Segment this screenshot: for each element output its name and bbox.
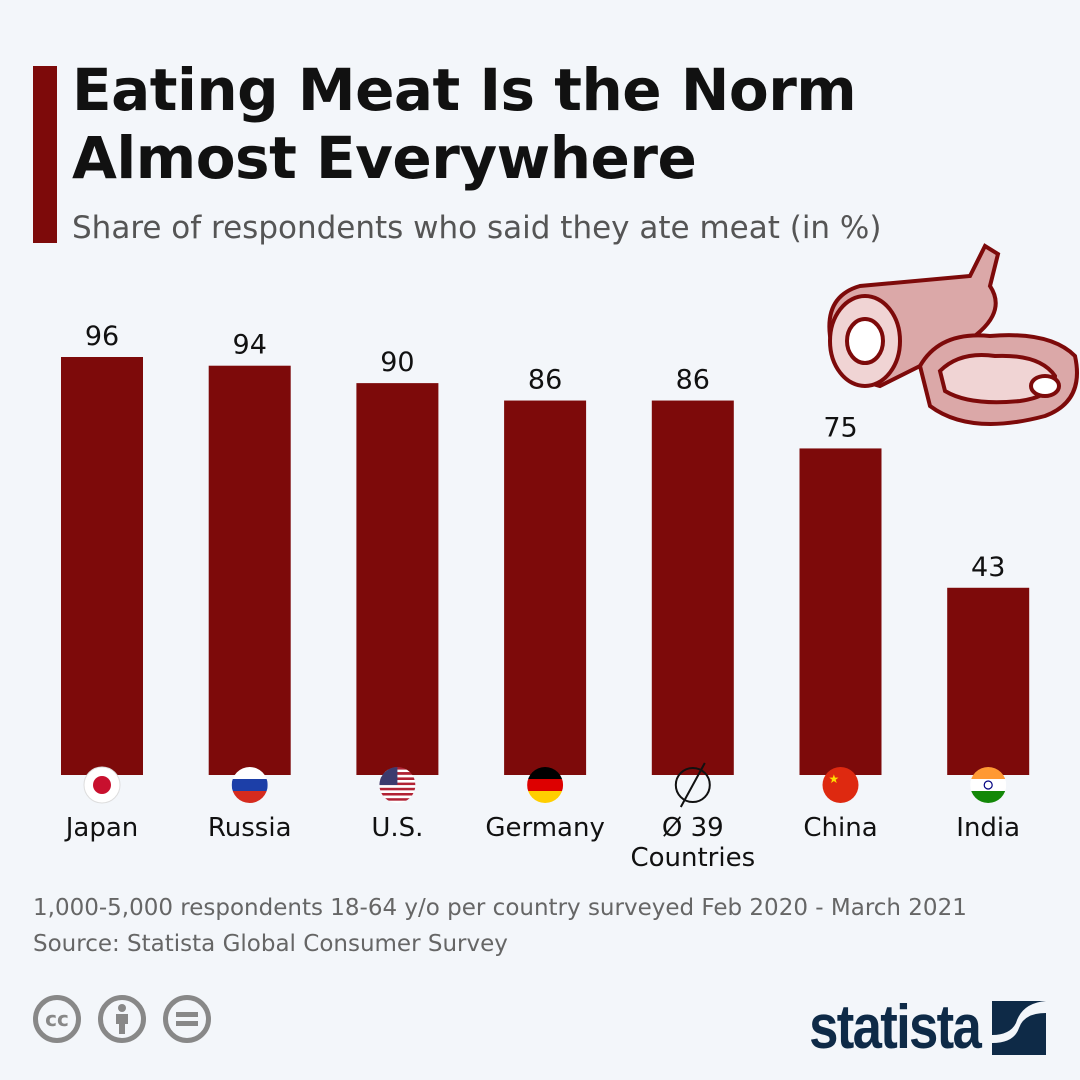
category-label: Ø 39 (662, 813, 724, 843)
bar (208, 365, 291, 775)
bar (947, 587, 1030, 775)
brand-name: statista (809, 993, 982, 1062)
india-flag-icon (970, 767, 1007, 803)
no-derivatives-icon[interactable] (163, 995, 211, 1043)
source-note: Source: Statista Global Consumer Survey (33, 931, 508, 957)
category-label: China (803, 813, 877, 843)
svg-text:★: ★ (829, 772, 840, 786)
creative-commons-icon[interactable]: cc (33, 995, 81, 1043)
china-flag-icon: ★ (822, 767, 859, 803)
equals-icon (176, 1012, 198, 1026)
category-label: Russia (208, 813, 292, 843)
subtitle: Share of respondents who said they ate m… (72, 210, 882, 246)
average-symbol-icon (674, 762, 711, 808)
bar (504, 400, 587, 775)
cc-label: cc (45, 1007, 69, 1031)
statista-logo-icon (992, 1000, 1046, 1055)
survey-note: 1,000-5,000 respondents 18-64 y/o per co… (33, 895, 967, 921)
bar (799, 448, 882, 775)
category-label: U.S. (371, 813, 423, 843)
data-label: 96 (85, 321, 119, 352)
meat-illustration-icon (827, 243, 1079, 426)
bar (356, 383, 439, 775)
statista-logo[interactable]: statista (779, 992, 1046, 1063)
usa-flag-icon (379, 767, 416, 803)
data-label: 86 (528, 365, 562, 396)
data-label: 94 (233, 330, 267, 361)
data-label: 75 (823, 412, 857, 443)
title-line-1: Eating Meat Is the Norm (72, 56, 857, 124)
category-label: Germany (485, 813, 605, 843)
bar (61, 357, 143, 775)
category-label: India (956, 813, 1020, 843)
title-line-2: Almost Everywhere (72, 124, 697, 192)
data-label: 90 (380, 347, 414, 378)
attribution-icon[interactable] (98, 995, 146, 1043)
bar (651, 400, 734, 775)
data-label: 86 (676, 365, 710, 396)
data-label: 43 (971, 552, 1005, 583)
germany-flag-icon (527, 767, 564, 803)
category-label: Countries (630, 843, 755, 873)
title-accent-bar (33, 66, 57, 243)
person-icon (116, 1004, 128, 1034)
bar-chart: 96 Japan 94 Russia 90 U.S. 86 Germany 86 Ø 39Coun… (61, 321, 1030, 873)
russia-flag-icon (231, 767, 268, 803)
category-label: Japan (64, 813, 139, 843)
page-title: Eating Meat Is the Norm Almost Everywher… (72, 56, 857, 192)
japan-flag-icon (83, 766, 121, 804)
